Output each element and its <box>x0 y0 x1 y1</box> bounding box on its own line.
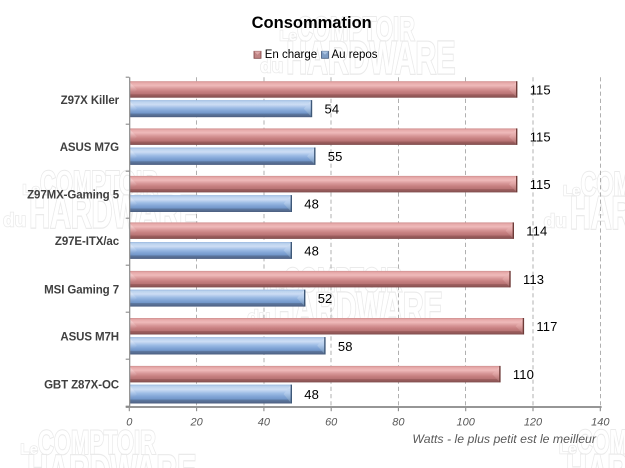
svg-text:du: du <box>3 211 26 232</box>
svg-text:Z97X Killer: Z97X Killer <box>61 95 120 107</box>
svg-text:54: 54 <box>325 102 340 117</box>
svg-text:113: 113 <box>523 272 544 287</box>
svg-text:Consommation: Consommation <box>252 14 372 32</box>
svg-text:110: 110 <box>513 367 534 382</box>
svg-text:120: 120 <box>524 417 543 429</box>
svg-text:100: 100 <box>457 417 476 429</box>
svg-text:ASUS M7H: ASUS M7H <box>60 332 119 344</box>
svg-text:115: 115 <box>530 130 551 145</box>
svg-text:COMPTOIR: COMPTOIR <box>297 11 415 49</box>
svg-text:Le: Le <box>22 182 40 199</box>
svg-text:140: 140 <box>591 417 610 429</box>
svg-text:48: 48 <box>304 387 319 402</box>
svg-text:48: 48 <box>304 243 319 258</box>
svg-text:du: du <box>544 212 567 233</box>
svg-text:Z97E-ITX/ac: Z97E-ITX/ac <box>55 236 120 248</box>
svg-text:20: 20 <box>189 417 203 429</box>
svg-text:du: du <box>260 57 283 78</box>
svg-text:ASUS M7G: ASUS M7G <box>60 142 119 154</box>
svg-text:GBT Z87X-OC: GBT Z87X-OC <box>44 380 119 392</box>
svg-text:En charge: En charge <box>265 49 317 61</box>
svg-text:58: 58 <box>338 339 353 354</box>
svg-text:HARDWARE: HARDWARE <box>566 445 625 468</box>
svg-text:Au repos: Au repos <box>332 49 378 61</box>
svg-text:Le: Le <box>279 28 297 45</box>
svg-text:HARDWARE: HARDWARE <box>570 187 625 239</box>
svg-text:48: 48 <box>304 197 319 212</box>
svg-text:Z97MX-Gaming 5: Z97MX-Gaming 5 <box>27 190 120 202</box>
svg-text:Le: Le <box>563 183 581 200</box>
svg-text:0: 0 <box>126 417 133 429</box>
svg-text:80: 80 <box>392 417 405 429</box>
svg-text:60: 60 <box>325 417 338 429</box>
svg-text:Watts - le plus petit est le m: Watts - le plus petit est le meilleur <box>412 432 597 446</box>
svg-text:52: 52 <box>318 291 333 306</box>
svg-text:HARDWARE: HARDWARE <box>27 445 196 468</box>
svg-text:HARDWARE: HARDWARE <box>286 32 455 84</box>
svg-text:114: 114 <box>526 224 547 239</box>
svg-text:115: 115 <box>530 177 551 192</box>
svg-text:117: 117 <box>536 319 557 334</box>
svg-text:55: 55 <box>328 149 343 164</box>
svg-text:COMPTOIR: COMPTOIR <box>38 424 156 462</box>
svg-text:40: 40 <box>258 417 271 429</box>
svg-text:Le: Le <box>20 441 38 458</box>
svg-text:MSI Gaming 7: MSI Gaming 7 <box>44 285 119 297</box>
svg-text:COMPTOIR: COMPTOIR <box>577 424 625 462</box>
svg-text:115: 115 <box>530 83 551 98</box>
svg-text:COMPTOIR: COMPTOIR <box>581 166 625 204</box>
svg-text:Le: Le <box>559 441 577 458</box>
